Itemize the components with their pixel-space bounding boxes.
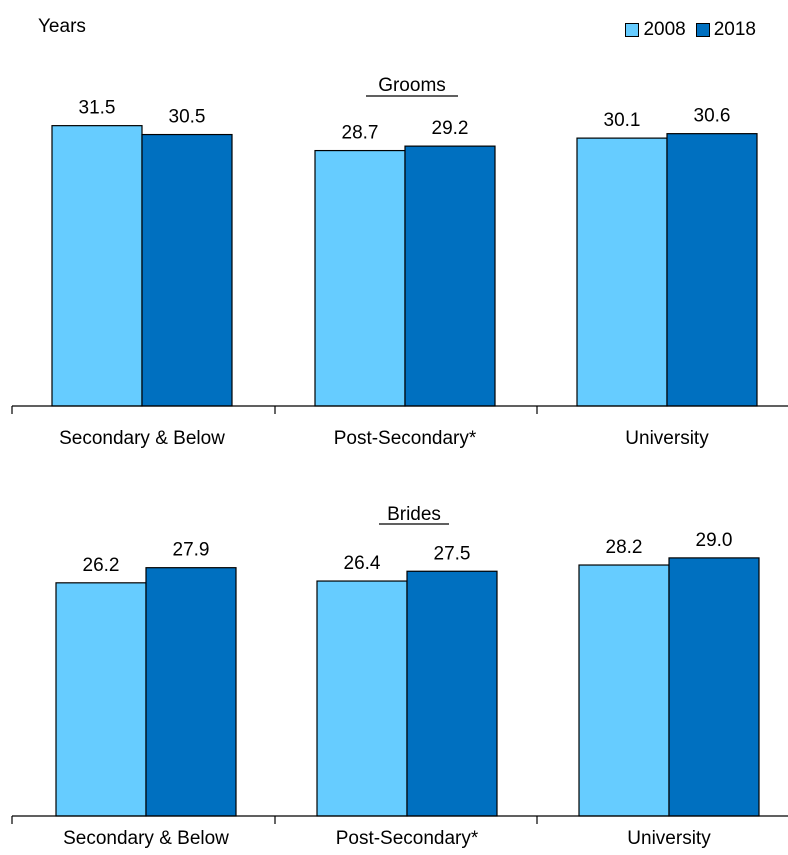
bar-grooms-2-2008 [576, 137, 668, 407]
bar-grooms-2-2018 [666, 133, 758, 407]
category-label-grooms-0: Secondary & Below [59, 428, 225, 449]
data-label-grooms-1-2008: 28.7 [342, 123, 379, 144]
data-label-brides-2-2018: 29.0 [696, 530, 733, 551]
bar-grooms-0-2018 [141, 133, 233, 407]
legend-swatch-2008 [625, 23, 640, 37]
legend-label-2018: 2018 [713, 19, 756, 40]
category-label-brides-1: Post-Secondary* [336, 828, 479, 849]
data-label-brides-0-2018: 27.9 [173, 540, 210, 561]
data-label-brides-2-2008: 28.2 [606, 537, 643, 558]
bar-brides-2-2018 [668, 557, 760, 817]
bar-brides-0-2018 [145, 567, 237, 817]
legend-label-2008: 2008 [643, 19, 686, 40]
bar-grooms-0-2008 [51, 125, 143, 407]
legend-swatch-2018 [695, 23, 710, 37]
category-label-brides-2: University [627, 828, 711, 849]
legend-item-2018: 2018 [695, 19, 756, 41]
data-label-grooms-0-2018: 30.5 [169, 107, 206, 128]
bar-grooms-1-2018 [404, 145, 496, 407]
category-label-grooms-1: Post-Secondary* [334, 428, 477, 449]
category-label-brides-0: Secondary & Below [63, 828, 229, 849]
bar-brides-2-2008 [578, 564, 670, 817]
bar-brides-1-2008 [316, 580, 408, 817]
data-label-brides-1-2018: 27.5 [434, 543, 471, 564]
data-label-grooms-2-2018: 30.6 [694, 106, 731, 127]
bar-brides-1-2018 [406, 570, 498, 817]
legend-item-2008: 2008 [625, 19, 686, 41]
bar-brides-0-2008 [55, 582, 147, 817]
panel-title-grooms: Grooms [378, 75, 446, 96]
category-label-grooms-2: University [625, 428, 709, 449]
data-label-brides-0-2008: 26.2 [83, 555, 120, 576]
data-label-grooms-2-2008: 30.1 [604, 110, 641, 131]
data-label-grooms-1-2018: 29.2 [432, 118, 469, 139]
bar-grooms-1-2008 [314, 149, 406, 407]
data-label-brides-1-2008: 26.4 [344, 553, 381, 574]
y-axis-label: Years [38, 16, 86, 37]
data-label-grooms-0-2008: 31.5 [79, 98, 116, 119]
panel-title-brides: Brides [387, 504, 441, 525]
legend: 2008 2018 [625, 19, 756, 41]
